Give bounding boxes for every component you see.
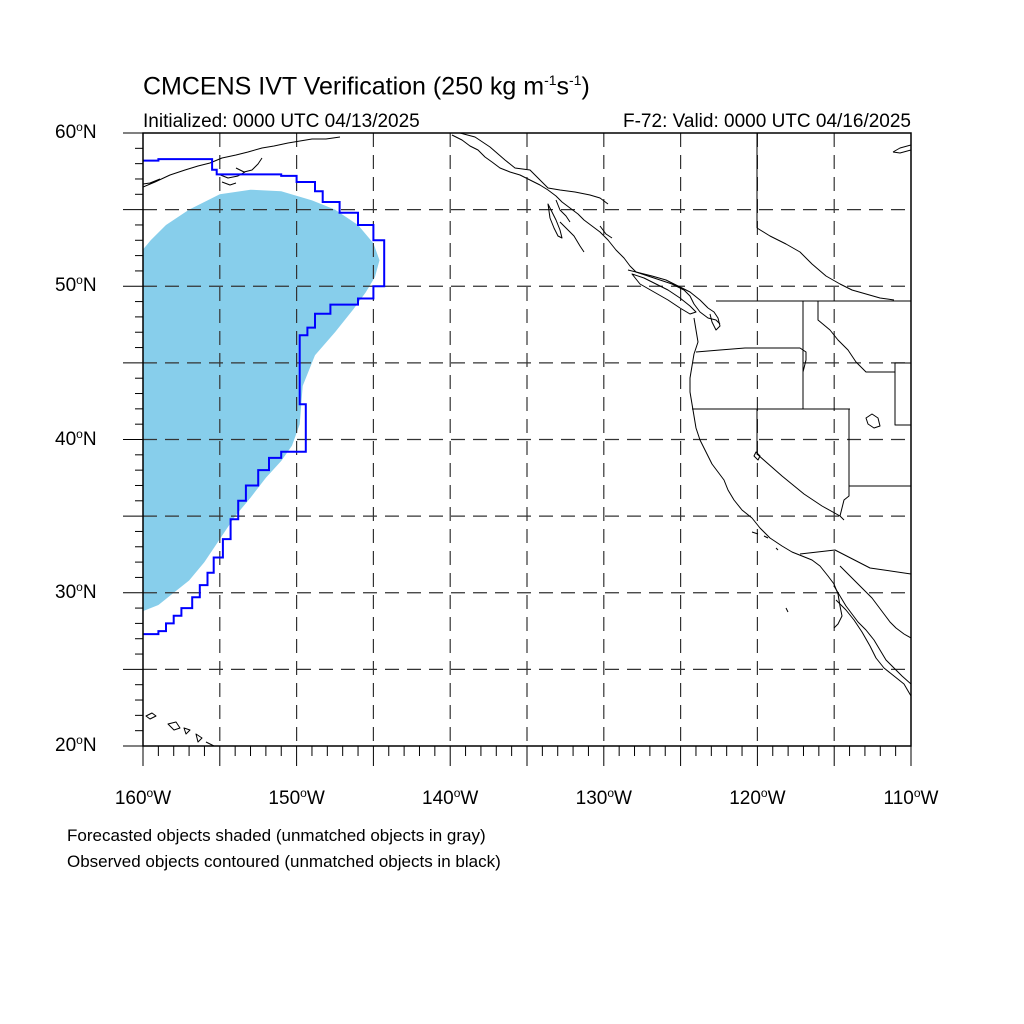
hawaii-islands — [145, 712, 215, 746]
alaska-canada-border — [450, 133, 609, 205]
lat-label: 20oN — [55, 733, 97, 756]
rockies-coast-detail — [756, 227, 895, 301]
lat-label: 30oN — [55, 579, 97, 603]
lon-label: 140oW — [422, 786, 479, 809]
wyoming-border — [894, 372, 911, 426]
california-nevada-border — [756, 409, 845, 521]
lat-lon-grid — [143, 133, 911, 746]
forecast-object-shading — [143, 189, 380, 612]
initialized-time: Initialized: 0000 UTC 04/13/2025 — [143, 111, 420, 132]
lake-tahoe — [753, 451, 761, 461]
figure-title: CMCENS IVT Verification (250 kg m-1s-1) — [143, 72, 590, 101]
haida-gwaii — [547, 203, 563, 239]
coastlines — [143, 133, 911, 746]
panhandle-bc-coast — [451, 134, 721, 325]
nevada-utah-border — [839, 409, 850, 517]
lon-label: 120oW — [729, 786, 786, 809]
idaho-montana-border — [802, 301, 911, 409]
lat-label: 60oN — [55, 120, 97, 143]
channel-islands — [751, 531, 789, 613]
lat-label: 50oN — [55, 273, 97, 297]
observed-object-contour — [143, 158, 386, 636]
observed-footnote: Observed objects contoured (unmatched ob… — [67, 852, 501, 871]
us-west-coast — [689, 317, 843, 629]
lon-label: 160oW — [114, 786, 172, 809]
arizona-mexico-border — [799, 549, 911, 575]
lon-label: 150oW — [268, 786, 325, 809]
hudson-corner — [892, 144, 911, 154]
baja-california — [833, 585, 911, 685]
forecast-footnote: Forecasted objects shaded (unmatched obj… — [67, 826, 486, 845]
alaska-coast — [143, 136, 341, 188]
washington-oregon-border — [695, 347, 807, 409]
mexico-mainland-coast — [839, 565, 911, 639]
coast-islands-bc — [555, 199, 709, 309]
great-salt-lake — [865, 413, 881, 429]
axis-ticks — [123, 132, 912, 766]
mexico-inland — [835, 599, 911, 697]
puget-sound — [707, 307, 721, 331]
valid-time: F-72: Valid: 0000 UTC 04/16/2025 — [623, 111, 911, 132]
lon-label: 130oW — [575, 786, 632, 809]
vancouver-island — [631, 273, 697, 315]
lat-label: 40oN — [55, 426, 97, 450]
lon-label: 110oW — [883, 786, 939, 809]
